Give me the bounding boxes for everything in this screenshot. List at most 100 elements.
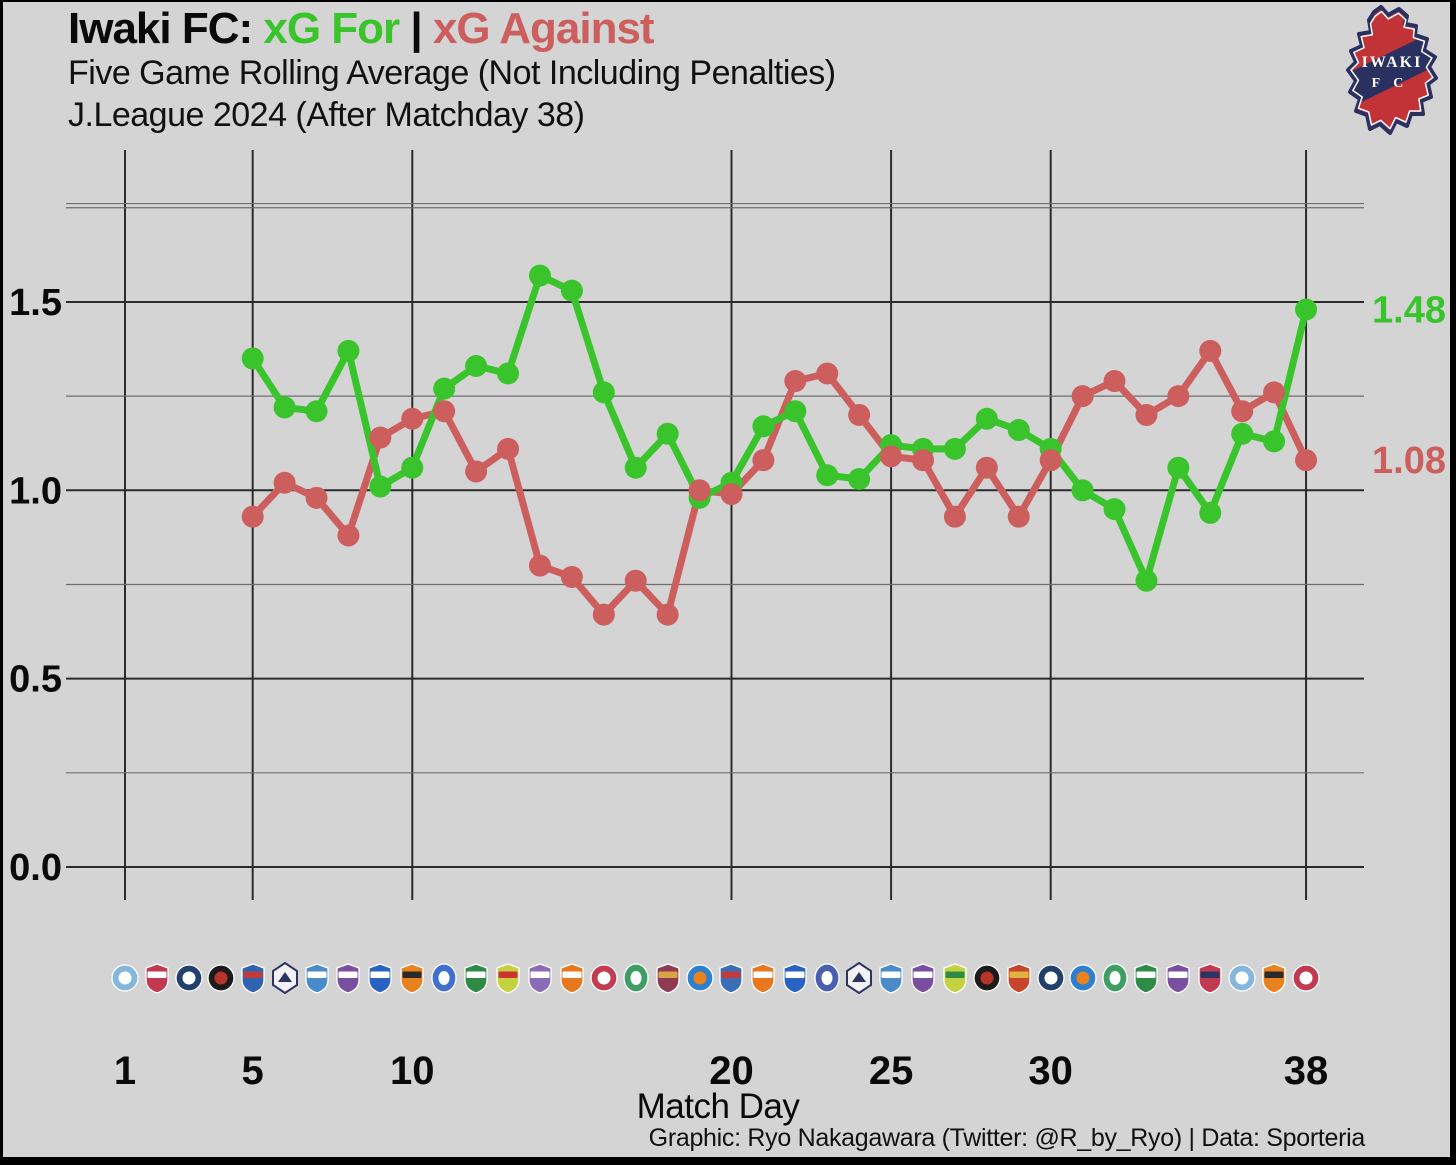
xg-for-point <box>305 400 328 423</box>
club-logo-icon <box>943 963 967 994</box>
x-axis-tick-label: 38 <box>1284 1049 1329 1093</box>
xg-for-point <box>975 407 998 430</box>
xg-against-point <box>1295 449 1318 472</box>
club-logo-icon <box>111 964 139 992</box>
xg-for-point <box>1103 498 1126 521</box>
xg-for-point <box>848 467 871 490</box>
xg-for-point <box>560 279 583 302</box>
badge-text-iwaki: IWAKI <box>1362 54 1423 71</box>
club-logo-icon <box>751 963 776 994</box>
club-logo-icon <box>590 964 618 992</box>
xg-against-point <box>337 524 360 547</box>
xg-for-point <box>784 400 807 423</box>
xg-against-point <box>656 603 679 626</box>
title-separator: | <box>410 4 422 53</box>
xg-against-point <box>497 437 520 460</box>
xg-against-point <box>784 370 807 393</box>
xg-against-point <box>401 407 424 430</box>
xg-against-point <box>241 505 264 528</box>
xg-against-point <box>848 403 871 426</box>
xg-for-point <box>465 354 488 377</box>
xg-against-point <box>975 456 998 479</box>
club-logo-icon <box>560 963 584 994</box>
club-logo-icon <box>496 963 520 994</box>
x-axis-tick-label: 10 <box>390 1049 435 1093</box>
xg-against-point <box>1199 339 1222 362</box>
xg-for-point <box>337 339 360 362</box>
xg-for-point <box>592 381 615 404</box>
xg-against-point <box>624 569 647 592</box>
xg-against-point <box>1263 381 1286 404</box>
xg-against-point <box>592 603 615 626</box>
xg-for-point <box>401 456 424 479</box>
subtitle-rolling-average: Five Game Rolling Average (Not Including… <box>68 54 836 92</box>
xg-against-point <box>369 426 392 449</box>
club-logo-icon <box>336 963 361 994</box>
xg-for-point <box>1007 419 1030 442</box>
xg-for-point <box>656 422 679 445</box>
x-axis-tick-label: 25 <box>869 1049 914 1093</box>
club-logo-icon <box>1037 964 1065 992</box>
club-logo-icon <box>1198 963 1222 994</box>
xg-for-point <box>241 347 264 370</box>
club-logo-icon <box>685 964 714 992</box>
y-axis-tick-label: 1.0 <box>9 470 62 512</box>
club-logo-icon <box>175 964 203 992</box>
subtitle-season: J.League 2024 (After Matchday 38) <box>68 96 585 134</box>
club-logo-icon <box>879 963 903 994</box>
x-axis-tick-label: 5 <box>242 1049 264 1093</box>
club-logo-icon <box>814 963 840 993</box>
xg-for-point <box>1167 456 1190 479</box>
xg-for-point <box>433 377 456 400</box>
xg-against-point <box>943 505 966 528</box>
xg-for-point <box>1135 569 1158 592</box>
xg-against-point <box>688 479 711 502</box>
club-logo-icon <box>1166 963 1191 994</box>
club-logo-icon <box>719 963 744 994</box>
club-logo-icon <box>623 963 649 993</box>
title-team: Iwaki FC: <box>68 4 253 53</box>
club-logo-icon <box>1228 964 1256 992</box>
xg-for-point <box>1071 479 1094 502</box>
xg-for-point <box>497 362 520 385</box>
club-logo-icon <box>1068 964 1097 992</box>
xg-against-point <box>1039 449 1062 472</box>
club-logo-icon <box>207 964 235 992</box>
x-axis-title: Match Day <box>636 1087 800 1126</box>
xg-for-point <box>1199 501 1222 524</box>
club-logo-icon <box>431 963 457 993</box>
xg-against-point <box>1007 505 1030 528</box>
club-logo-icon <box>271 962 298 994</box>
club-logo-icon <box>846 962 873 994</box>
club-logo-icon <box>911 963 935 994</box>
club-logo-icon <box>1007 963 1031 994</box>
x-axis-tick-label: 30 <box>1028 1049 1073 1093</box>
y-axis-tick-label: 0.0 <box>9 847 62 889</box>
club-logo-icon <box>973 964 1001 992</box>
iwaki-fc-badge-icon: IWAKI F C <box>1346 5 1438 135</box>
frame-border-right <box>1450 0 1456 1165</box>
xg-against-point <box>273 471 296 494</box>
title-xg-for: xG For <box>252 4 411 53</box>
xg-against-point <box>1231 400 1254 423</box>
xg-against-point <box>528 554 551 577</box>
frame-border-bottom <box>0 1157 1456 1165</box>
club-logo-icon <box>783 963 807 994</box>
club-logo-icon <box>400 963 424 994</box>
club-logo-icon <box>464 963 488 994</box>
club-logo-icon <box>304 963 329 994</box>
club-logo-icon <box>368 963 393 994</box>
club-logo-icon <box>528 963 552 994</box>
xg-against-point <box>1071 385 1094 408</box>
club-logo-icon <box>241 963 265 994</box>
xg-against-point <box>816 362 839 385</box>
xg-against-point <box>465 460 488 483</box>
xg-against-point <box>305 486 328 509</box>
credit-caption: Graphic: Ryo Nakagawara (Twitter: @R_by_… <box>648 1124 1366 1152</box>
end-label-xg-for: 1.48 <box>1372 289 1446 331</box>
xg-for-point <box>752 415 775 438</box>
xg-for-point <box>816 464 839 487</box>
xg-against-point <box>433 400 456 423</box>
xg-for-line <box>249 272 1310 585</box>
xg-against-point <box>912 449 934 472</box>
